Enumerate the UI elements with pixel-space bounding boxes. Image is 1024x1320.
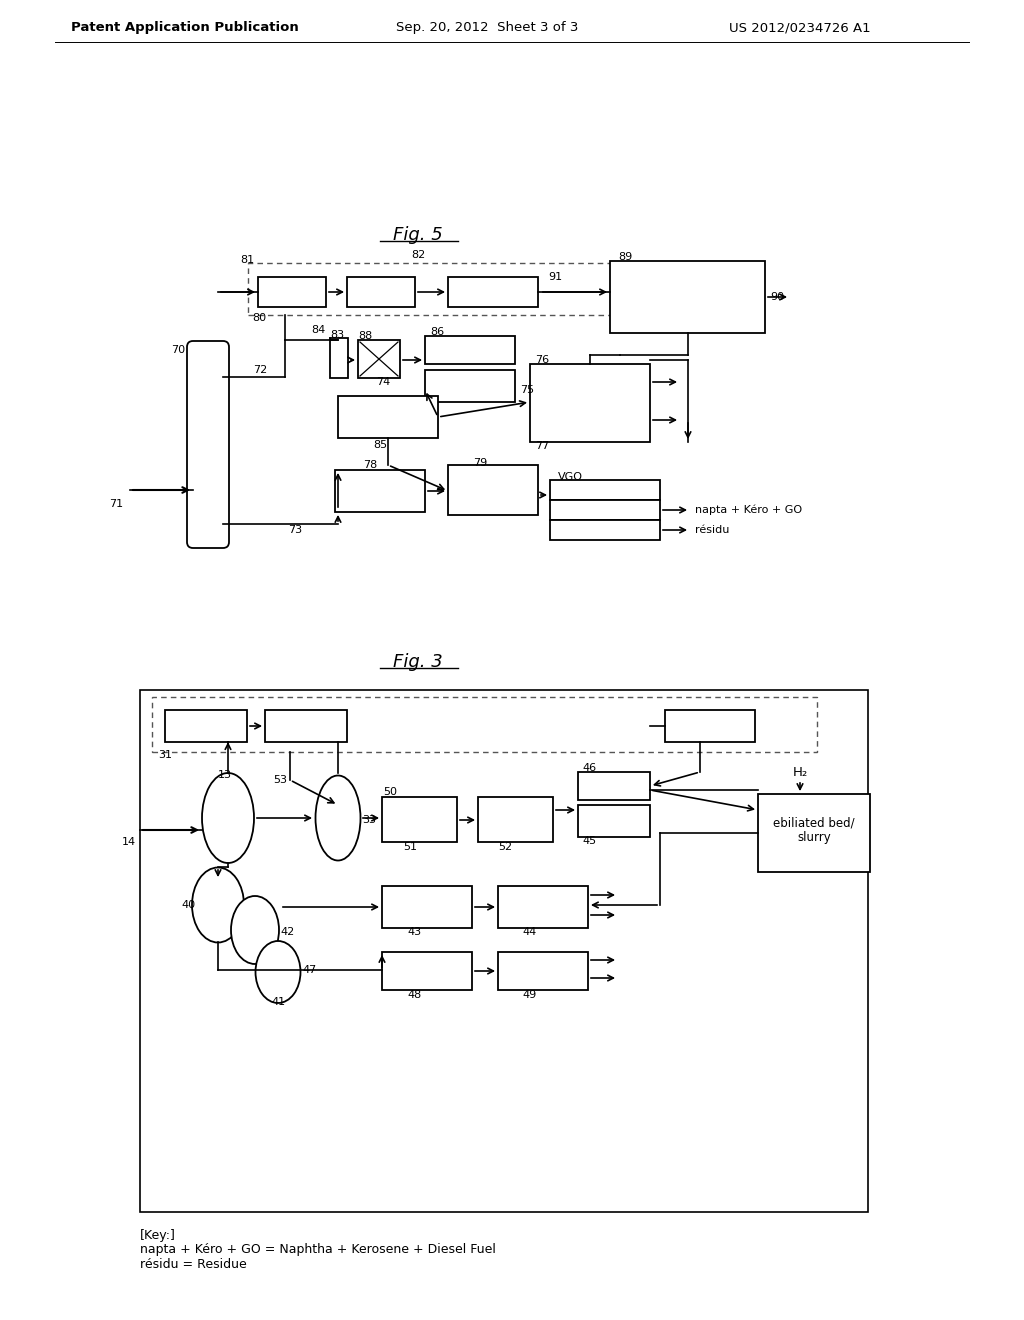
Text: napta + Kéro + GO = Naphtha + Kerosene + Diesel Fuel: napta + Kéro + GO = Naphtha + Kerosene +… bbox=[140, 1243, 496, 1257]
Text: 41: 41 bbox=[271, 997, 285, 1007]
Bar bbox=[330, 338, 348, 378]
Text: 53: 53 bbox=[273, 775, 287, 785]
Bar bbox=[498, 886, 588, 928]
Bar bbox=[578, 772, 650, 800]
Bar bbox=[449, 277, 538, 308]
Bar bbox=[550, 480, 660, 500]
Bar bbox=[610, 261, 765, 333]
Text: 83: 83 bbox=[330, 330, 344, 341]
Text: 73: 73 bbox=[288, 525, 302, 535]
Text: H₂: H₂ bbox=[793, 766, 808, 779]
Text: 52: 52 bbox=[498, 842, 512, 851]
Text: Fig. 3: Fig. 3 bbox=[393, 653, 442, 671]
Bar bbox=[530, 364, 650, 442]
Bar bbox=[665, 710, 755, 742]
Text: 31: 31 bbox=[158, 750, 172, 760]
Bar bbox=[578, 805, 650, 837]
Bar bbox=[425, 370, 515, 403]
Ellipse shape bbox=[202, 774, 254, 863]
Text: 51: 51 bbox=[403, 842, 417, 851]
Text: 50: 50 bbox=[383, 787, 397, 797]
Text: 43: 43 bbox=[408, 927, 422, 937]
Text: 14: 14 bbox=[122, 837, 136, 847]
Bar bbox=[382, 952, 472, 990]
Text: 75: 75 bbox=[520, 385, 535, 395]
Text: 44: 44 bbox=[523, 927, 538, 937]
Bar bbox=[550, 520, 660, 540]
Text: 74: 74 bbox=[376, 378, 390, 387]
Bar bbox=[382, 886, 472, 928]
Text: Sep. 20, 2012  Sheet 3 of 3: Sep. 20, 2012 Sheet 3 of 3 bbox=[396, 21, 579, 34]
Text: 77: 77 bbox=[535, 441, 549, 451]
Text: 13: 13 bbox=[218, 770, 232, 780]
Bar bbox=[335, 470, 425, 512]
Ellipse shape bbox=[231, 896, 279, 964]
Text: résidu = Residue: résidu = Residue bbox=[140, 1258, 247, 1271]
Bar bbox=[258, 277, 326, 308]
Ellipse shape bbox=[193, 867, 244, 942]
Text: 45: 45 bbox=[582, 836, 596, 846]
Text: napta + Kéro + GO: napta + Kéro + GO bbox=[695, 504, 802, 515]
Text: 81: 81 bbox=[240, 255, 254, 265]
Text: 72: 72 bbox=[253, 366, 267, 375]
Text: 84: 84 bbox=[310, 325, 325, 335]
Bar bbox=[165, 710, 247, 742]
Text: 42: 42 bbox=[280, 927, 294, 937]
Text: 78: 78 bbox=[362, 459, 377, 470]
Bar bbox=[140, 690, 868, 1212]
Bar bbox=[338, 396, 438, 438]
Bar bbox=[347, 277, 415, 308]
Bar bbox=[425, 337, 515, 364]
Bar bbox=[758, 795, 870, 873]
Bar bbox=[478, 797, 553, 842]
Text: 89: 89 bbox=[618, 252, 632, 261]
Text: 70: 70 bbox=[171, 345, 185, 355]
Text: 76: 76 bbox=[535, 355, 549, 366]
Text: 47: 47 bbox=[303, 965, 317, 975]
Text: Patent Application Publication: Patent Application Publication bbox=[71, 21, 299, 34]
Text: 86: 86 bbox=[430, 327, 444, 337]
Text: [Key:]: [Key:] bbox=[140, 1229, 176, 1242]
Text: US 2012/0234726 A1: US 2012/0234726 A1 bbox=[729, 21, 870, 34]
Text: résidu: résidu bbox=[695, 525, 729, 535]
Text: 85: 85 bbox=[373, 440, 387, 450]
Bar bbox=[498, 952, 588, 990]
Bar bbox=[382, 797, 457, 842]
Text: 79: 79 bbox=[473, 458, 487, 469]
Ellipse shape bbox=[256, 941, 300, 1003]
Text: 40: 40 bbox=[182, 900, 196, 909]
Text: 71: 71 bbox=[109, 499, 123, 510]
Text: 90: 90 bbox=[770, 292, 784, 302]
Text: VGO: VGO bbox=[558, 473, 583, 482]
Bar bbox=[152, 697, 817, 752]
Text: 49: 49 bbox=[523, 990, 538, 1001]
Bar bbox=[248, 263, 623, 315]
Text: 48: 48 bbox=[408, 990, 422, 1001]
Text: 80: 80 bbox=[252, 313, 266, 323]
Bar bbox=[550, 500, 660, 520]
Text: ebiliated bed/
slurry: ebiliated bed/ slurry bbox=[773, 816, 855, 843]
Text: 82: 82 bbox=[411, 249, 425, 260]
Text: 91: 91 bbox=[548, 272, 562, 282]
Text: 46: 46 bbox=[582, 763, 596, 774]
FancyBboxPatch shape bbox=[187, 341, 229, 548]
Text: 88: 88 bbox=[358, 331, 373, 341]
Bar bbox=[449, 465, 538, 515]
Text: Fig. 5: Fig. 5 bbox=[393, 226, 442, 244]
Ellipse shape bbox=[315, 776, 360, 861]
Bar bbox=[265, 710, 347, 742]
Text: 33: 33 bbox=[362, 814, 376, 825]
Bar bbox=[358, 341, 400, 378]
